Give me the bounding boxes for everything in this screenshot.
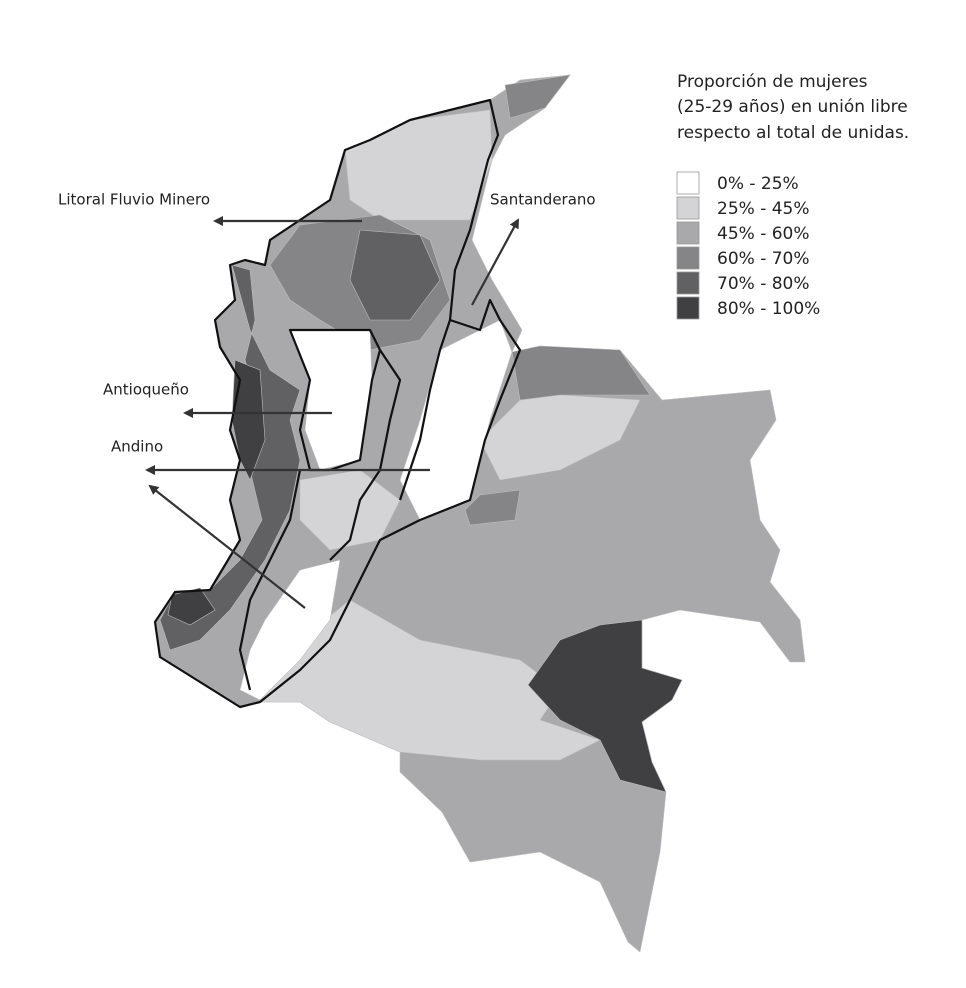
casanare-patch xyxy=(464,489,521,526)
arrow xyxy=(148,484,306,609)
region-border xyxy=(288,328,382,472)
region-label: Litoral Fluvio Minero xyxy=(58,191,210,209)
guainia-zone xyxy=(527,619,683,793)
amazon-north xyxy=(259,599,601,761)
legend-swatch xyxy=(676,296,700,320)
legend-label: 60% - 70% xyxy=(717,249,810,269)
region-labels: Litoral Fluvio Minero Santanderano Antio… xyxy=(58,191,596,609)
region-label: Andino xyxy=(111,438,163,456)
region-label: Santanderano xyxy=(490,191,596,209)
legend-title: (25-29 años) en unión libre xyxy=(677,97,908,117)
legend-label: 45% - 60% xyxy=(717,224,810,244)
legend-swatch xyxy=(676,171,700,195)
caribe-north xyxy=(504,74,571,119)
andino-south xyxy=(239,559,341,701)
region-border xyxy=(238,469,302,691)
region-border xyxy=(153,98,522,709)
legend-swatch xyxy=(676,271,700,295)
legend-swatch xyxy=(676,221,700,245)
arrow xyxy=(471,218,519,306)
legend-label: 80% - 100% xyxy=(717,299,820,319)
region-label: Antioqueño xyxy=(103,381,189,399)
cordoba-core xyxy=(349,229,441,321)
legend-swatch xyxy=(676,196,700,220)
arauca-zone xyxy=(511,345,651,401)
legend-title: respecto al total de unidas. xyxy=(677,123,909,143)
caribe-coast xyxy=(344,109,493,221)
narino-dark xyxy=(167,587,216,626)
legend-label: 25% - 45% xyxy=(717,199,810,219)
legend-title: Proporción de mujeres xyxy=(677,72,868,92)
legend-label: 0% - 25% xyxy=(717,174,799,194)
legend-swatch xyxy=(676,246,700,270)
legend-label: 70% - 80% xyxy=(717,274,810,294)
country xyxy=(153,74,806,953)
legend: Proporción de mujeres (25-29 años) en un… xyxy=(676,72,909,320)
